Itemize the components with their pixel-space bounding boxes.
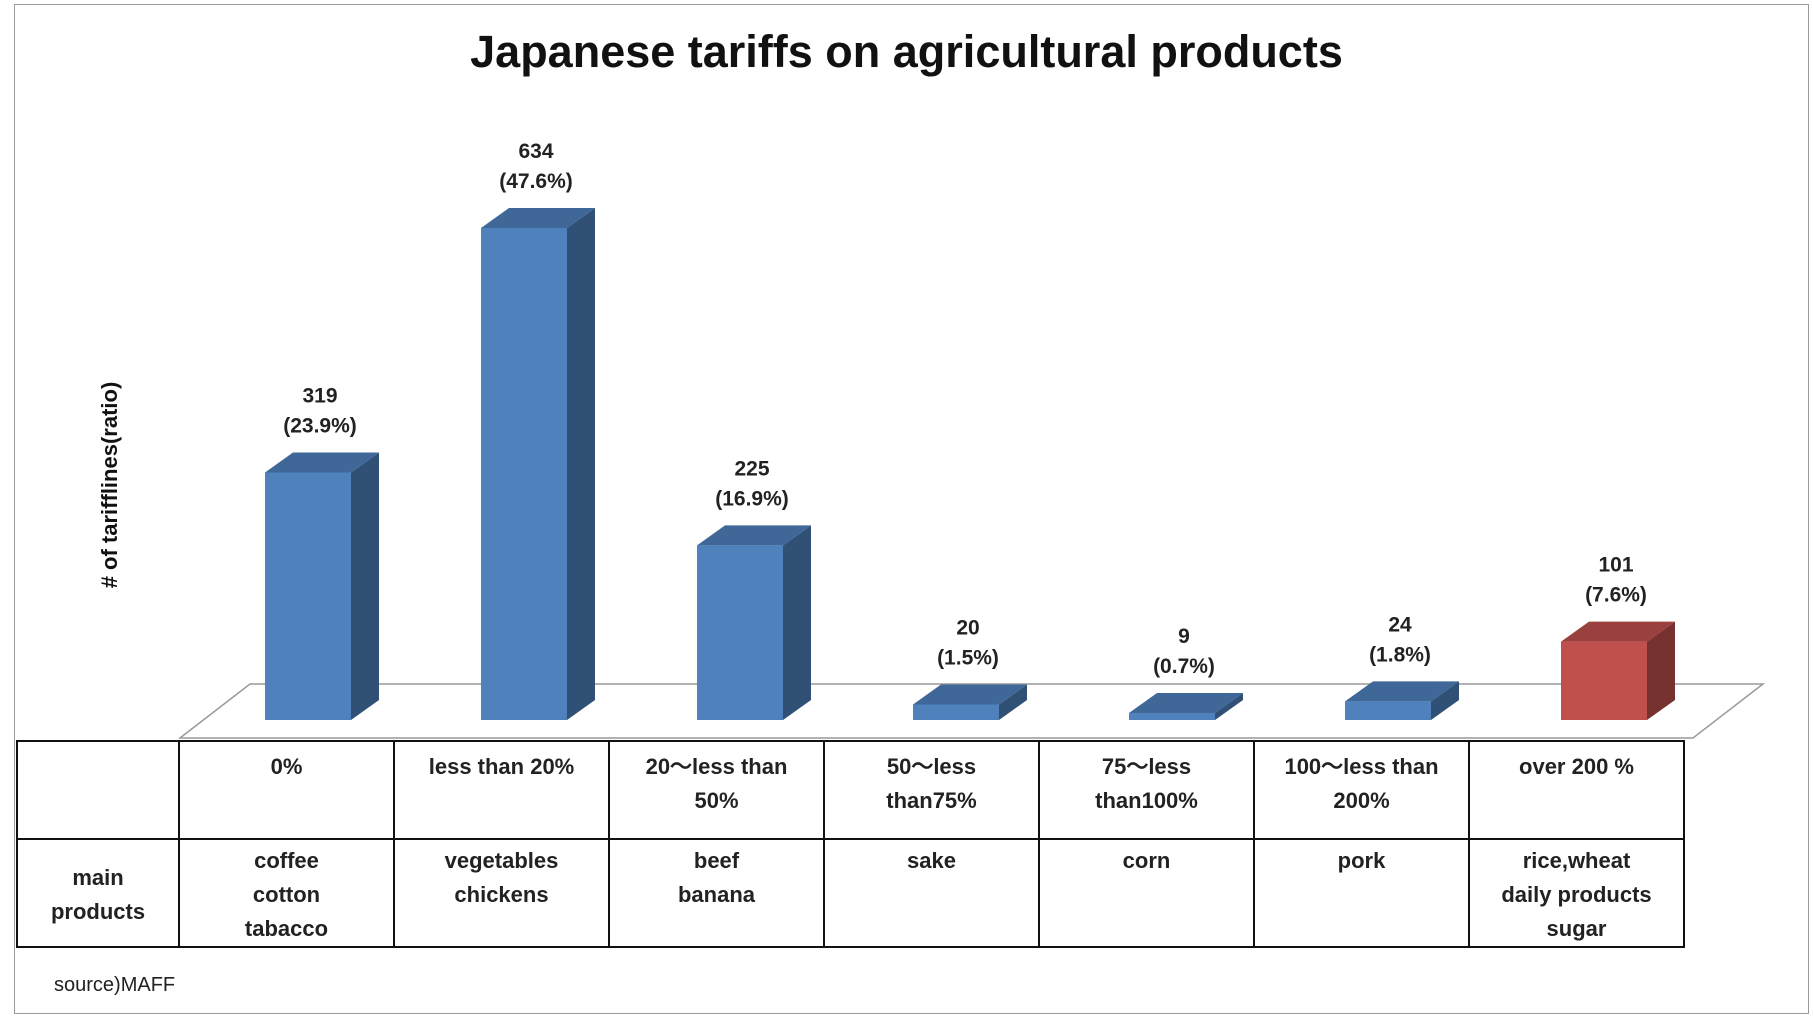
bar-side [783,525,811,720]
bar-5 [1129,693,1243,720]
bar-side [1215,693,1243,720]
data-label-percent: (7.6%) [1585,584,1647,607]
data-label-count: 319 [302,384,337,407]
data-label-count: 225 [734,457,769,480]
data-label-percent: (16.9%) [715,487,789,510]
bar-top [481,208,595,228]
category-cell: 100～less than 200% [1253,740,1470,840]
chart-title: Japanese tariffs on agricultural product… [470,26,1343,77]
data-label-percent: (1.8%) [1369,643,1431,666]
category-cell: over 200 % [1468,740,1685,840]
bar-top [265,452,379,473]
bar-front [1345,701,1431,720]
table-row-tariff-range: 0% less than 20% 20～less than 50% 50～less… [16,740,1685,840]
products-cell: beef banana [608,838,825,948]
products-cell: sake [823,838,1040,948]
products-cell: corn [1038,838,1255,948]
bar-front [1129,713,1215,720]
data-label-count: 20 [956,616,979,639]
row-label-main-products: main products [16,838,180,948]
bar-6 [1345,681,1459,720]
bar-top [913,684,1027,705]
products-cell: rice,wheat daily products sugar [1468,838,1685,948]
bar-top [697,525,811,546]
table-row-main-products: main products coffee cotton tabacco vegetab… [16,838,1685,948]
data-label-count: 101 [1598,554,1633,577]
bar-front [481,228,567,720]
bar-top [1129,693,1243,714]
data-label-count: 634 [518,140,553,163]
bar-2 [481,208,595,720]
bar-3 [697,525,811,720]
data-labels-group: 319 (23.9%) 634 (47.6%) 225 (16.9%) 20 (1.5%) 9 (… [283,140,1647,678]
bar-side [1647,621,1675,720]
data-label-percent: (23.9%) [283,414,357,437]
data-label-count: 24 [1388,613,1412,636]
bar-front [1561,641,1647,720]
data-label-count: 9 [1178,625,1190,648]
bars-group [265,208,1675,720]
data-label-percent: (0.7%) [1153,655,1215,678]
bar-4 [913,684,1027,720]
data-label-percent: (1.5%) [937,646,999,669]
bar-side [999,684,1027,720]
chart-frame [14,4,1809,1014]
bar-top [1345,681,1459,702]
category-cell: 0% [178,740,395,840]
table-corner-cell [16,740,180,840]
category-cell: 75～less than100% [1038,740,1255,840]
category-table: 0% less than 20% 20～less than 50% 50～less… [16,740,1685,948]
bar-side [351,452,379,720]
bar-1 [265,452,379,720]
products-cell: coffee cotton tabacco [178,838,395,948]
bar-front [913,704,999,720]
bar-side [567,208,595,720]
data-label-percent: (47.6%) [499,170,573,193]
category-cell: 50～less than75% [823,740,1040,840]
bar-front [265,472,351,720]
source-note: source)MAFF [54,974,176,996]
bar-front [697,545,783,720]
category-cell: less than 20% [393,740,610,840]
category-cell: 20～less than 50% [608,740,825,840]
products-cell: pork [1253,838,1470,948]
bar-side [1431,681,1459,720]
bar-top [1561,621,1675,642]
products-cell: vegetables chickens [393,838,610,948]
bar-7 [1561,621,1675,720]
